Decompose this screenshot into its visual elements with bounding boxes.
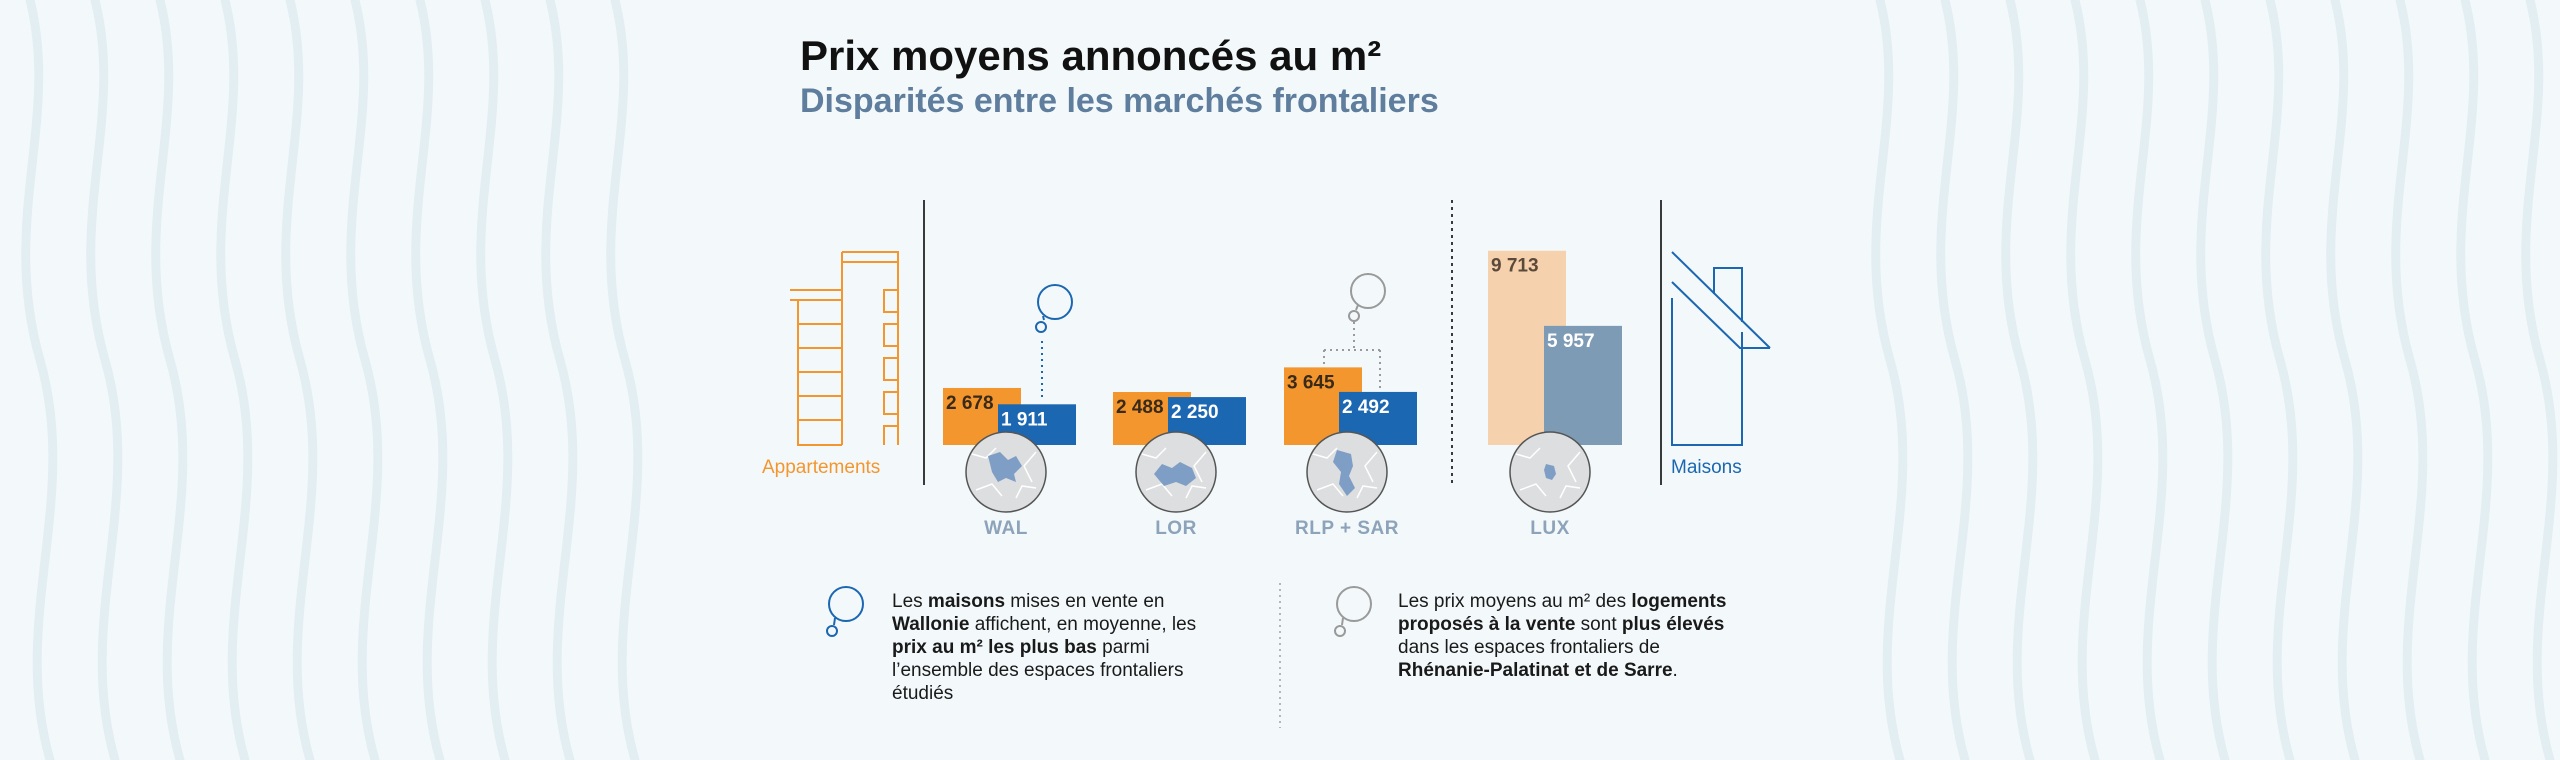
region-globe-0 <box>965 431 1047 513</box>
note-text-part: parmi l’ensemble des espaces frontaliers… <box>892 637 1184 704</box>
note-rhenanie: Les prix moyens au m² des logements prop… <box>1398 590 1738 682</box>
note-text-part: mises en vente en <box>1005 591 1165 612</box>
bar-maisons-3 <box>1544 325 1622 445</box>
page-subtitle: Disparités entre les marchés frontaliers <box>800 82 1439 120</box>
value-label-maisons-0: 1 911 <box>1001 409 1048 430</box>
note-text-part: sont <box>1575 614 1622 635</box>
region-globe-3 <box>1509 431 1591 513</box>
note-text-part: . <box>1672 660 1678 681</box>
note-text-part: dans les espaces frontaliers de <box>1398 637 1660 658</box>
value-label-appartements-3: 9 713 <box>1491 256 1539 277</box>
region-label-3: LUX <box>1530 518 1570 539</box>
note-text-part: Wallonie <box>892 614 970 635</box>
bars-group: 2 678 1 911 WAL 2 488 2 250 LOR 3 645 2 492 RLP … <box>943 250 1622 539</box>
note-divider <box>1279 583 1281 728</box>
region-label-1: LOR <box>1155 518 1197 539</box>
apartment-building-icon <box>790 251 899 446</box>
note-text-part: logements proposés à la vente <box>1398 591 1727 635</box>
note-text-part: plus élevés <box>1621 614 1725 635</box>
house-icon <box>1671 251 1771 446</box>
magnifier-note-blue-icon <box>826 586 864 637</box>
magnifier-note-grey-icon <box>1334 586 1372 637</box>
note-text-part: Rhénanie-Palatinat et de Sarre <box>1398 660 1673 681</box>
page-title: Prix moyens annoncés au m² <box>800 32 1382 79</box>
value-label-maisons-3: 5 957 <box>1547 331 1595 352</box>
region-globe-1 <box>1135 431 1217 513</box>
note-text-part: maisons <box>927 591 1006 612</box>
note-text-part: affichent, en moyenne, les <box>969 614 1197 635</box>
value-label-appartements-1: 2 488 <box>1116 397 1164 418</box>
note-text-part: Les <box>892 591 928 612</box>
region-label-0: WAL <box>984 518 1028 539</box>
value-label-appartements-2: 3 645 <box>1287 372 1335 393</box>
legend-appartements: Appartements <box>762 457 880 478</box>
magnifier-rlpsar-icon <box>1323 273 1386 390</box>
note-wallonie: Les maisons mises en vente en Wallonie a… <box>892 590 1232 705</box>
note-text-part: prix au m² les plus bas <box>892 637 1097 658</box>
region-label-2: RLP + SAR <box>1295 518 1399 539</box>
value-label-maisons-1: 2 250 <box>1171 402 1219 423</box>
value-label-maisons-2: 2 492 <box>1342 397 1390 418</box>
magnifier-wal-icon <box>1035 284 1073 398</box>
note-text-part: Les prix moyens au m² des <box>1398 591 1632 612</box>
value-label-appartements-0: 2 678 <box>946 393 994 414</box>
legend-maisons: Maisons <box>1671 457 1742 478</box>
region-globe-2 <box>1306 431 1388 513</box>
